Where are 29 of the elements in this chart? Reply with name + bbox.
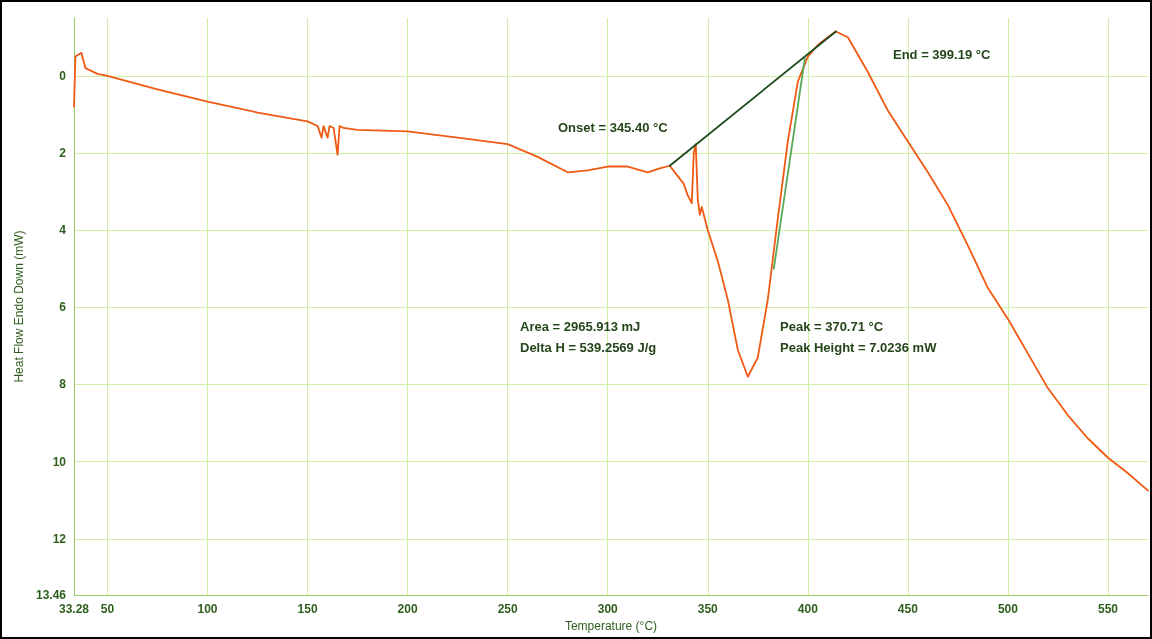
x-tick-label: 500 <box>997 602 1019 617</box>
y-tick-label: 12 <box>52 531 67 546</box>
x-tick-label: 550 <box>1097 602 1119 617</box>
y-tick-label: 13.46 <box>35 588 67 603</box>
x-tick-label: 33.28 <box>58 602 90 617</box>
x-tick-label: 150 <box>297 602 318 617</box>
x-tick-label: 100 <box>197 602 218 617</box>
x-tick-label: 300 <box>597 602 619 617</box>
y-tick-label: 4 <box>59 223 67 238</box>
x-tick-label: 450 <box>897 602 919 617</box>
annotation: Area = 2965.913 mJ <box>520 318 641 334</box>
y-tick-label: 6 <box>59 300 67 315</box>
annotation: Peak Height = 7.0236 mW <box>780 339 938 355</box>
y-axis-title: Heat Flow Endo Down (mW) <box>12 230 27 383</box>
y-tick-label: 0 <box>59 68 67 83</box>
line-series <box>73 30 1149 492</box>
annotation: End = 399.19 °C <box>893 46 991 62</box>
y-tick-label: 10 <box>52 454 67 469</box>
y-tick-label: 8 <box>59 377 67 392</box>
x-tick-label: 400 <box>797 602 819 617</box>
x-tick-label: 50 <box>100 602 115 617</box>
annotation: Peak = 370.71 °C <box>780 318 884 334</box>
annotation: Onset = 345.40 °C <box>558 119 669 135</box>
y-tick-label: 2 <box>59 146 67 161</box>
x-axis-title: Temperature (°C) <box>564 619 658 633</box>
x-tick-label: 350 <box>697 602 719 617</box>
annotation: Delta H = 539.2569 J/g <box>520 339 657 355</box>
x-tick-label: 200 <box>397 602 418 617</box>
x-tick-label: 250 <box>497 602 518 617</box>
